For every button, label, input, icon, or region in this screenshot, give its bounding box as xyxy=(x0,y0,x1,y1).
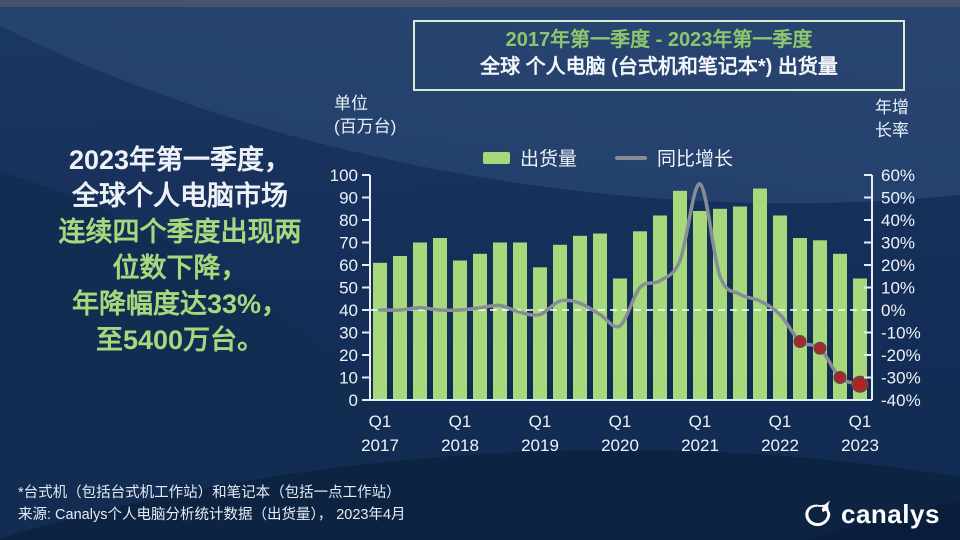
canalys-logo-text: canalys xyxy=(841,499,940,529)
x-axis-year-label: 2017 xyxy=(361,436,399,455)
shipments-bar xyxy=(533,267,547,401)
right-axis-tick-label: 30% xyxy=(881,234,915,253)
shipments-bar xyxy=(793,238,807,400)
shipments-bar xyxy=(493,242,507,400)
left-axis-tick-label: 70 xyxy=(339,234,358,253)
shipments-bar xyxy=(593,233,607,400)
x-axis-year-label: 2021 xyxy=(681,436,719,455)
right-axis-tick-label: 0% xyxy=(881,301,906,320)
left-axis-title-line: (百万台) xyxy=(334,117,397,136)
right-axis-tick-label: -20% xyxy=(881,346,921,365)
growth-decline-marker xyxy=(851,375,869,393)
shipments-legend-label: 出货量 xyxy=(520,149,578,170)
shipments-bar xyxy=(393,256,407,400)
shipments-legend-swatch xyxy=(483,151,510,164)
left-axis-title-line: 单位 xyxy=(334,94,368,113)
headline-line: 全球个人电脑市场 xyxy=(72,181,288,211)
right-axis-tick-label: 40% xyxy=(881,211,915,230)
shipments-bar xyxy=(373,262,387,401)
right-axis-tick-label: 20% xyxy=(881,256,915,275)
right-axis-title-line: 年增 xyxy=(875,98,909,117)
growth-decline-marker xyxy=(793,335,807,348)
footnotes: *台式机（包括台式机工作站）和笔记本（包括一点工作站） 来源: Canalys个… xyxy=(18,483,406,526)
top-edge-strip xyxy=(0,0,960,7)
left-axis-tick-label: 20 xyxy=(339,346,358,365)
shipments-bar xyxy=(693,211,707,400)
left-axis-tick-label: 50 xyxy=(339,279,358,298)
x-axis-year-label: 2019 xyxy=(521,436,559,455)
x-axis-year-label: 2018 xyxy=(441,436,479,455)
chart-canvas: 0 10 20 30 40 50 60 70 80 90 100 -40% -30% -20% -10% 0%… xyxy=(330,166,921,455)
headline-line: 年降幅度达33%， xyxy=(71,289,289,319)
x-axis-quarter-label: Q1 xyxy=(769,412,792,431)
left-axis-tick-label: 10 xyxy=(339,369,358,388)
headline-line: 位数下降， xyxy=(112,253,248,283)
x-axis-year-label: 2020 xyxy=(601,436,639,455)
shipments-bar xyxy=(653,215,667,400)
x-axis-year-label: 2023 xyxy=(841,436,879,455)
shipments-bar xyxy=(733,206,747,400)
shipments-bar xyxy=(433,238,447,400)
shipments-bar xyxy=(833,253,847,401)
shipments-bar xyxy=(633,231,647,401)
right-axis-title: 年增 长率 xyxy=(875,96,909,142)
x-axis-quarter-label: Q1 xyxy=(369,412,392,431)
shipments-growth-chart: 0 10 20 30 40 50 60 70 80 90 100 -40% -30% -20% -10% 0%… xyxy=(330,95,960,465)
chart-title-box: 2017年第一季度 - 2023年第一季度 全球 个人电脑 (台式机和笔记本*)… xyxy=(413,20,905,91)
footnote-definition: *台式机（包括台式机工作站）和笔记本（包括一点工作站） xyxy=(18,485,401,501)
left-axis-tick-label: 90 xyxy=(339,189,358,208)
x-axis-quarter-label: Q1 xyxy=(849,412,872,431)
x-axis-quarter-label: Q1 xyxy=(689,412,712,431)
chart-subtitle: 2017年第一季度 - 2023年第一季度 xyxy=(505,29,813,51)
canalys-logo-icon xyxy=(805,500,831,527)
shipments-bar xyxy=(513,242,527,400)
footnote-source: 来源: Canalys个人电脑分析统计数据（出货量）， 2023年4月 xyxy=(18,506,406,523)
headline-line: 连续四个季度出现两 xyxy=(58,217,302,247)
chart-title: 全球 个人电脑 (台式机和笔记本*) 出货量 xyxy=(480,56,838,78)
growth-legend-label: 同比增长 xyxy=(657,149,734,170)
left-axis-tick-label: 30 xyxy=(339,324,358,343)
shipments-bar xyxy=(453,260,467,400)
left-axis-title: 单位 (百万台) xyxy=(334,92,396,138)
shipments-bar xyxy=(473,253,487,401)
right-axis-title-line: 长率 xyxy=(875,121,909,140)
chart-legend: 出货量 同比增长 xyxy=(483,144,733,171)
left-axis-tick-label: 60 xyxy=(339,256,358,275)
headline-message: 2023年第一季度， 全球个人电脑市场 连续四个季度出现两 位数下降， 年降幅度… xyxy=(8,142,352,358)
x-axis-quarter-label: Q1 xyxy=(529,412,552,431)
shipments-bar xyxy=(613,278,627,400)
headline-line: 2023年第一季度， xyxy=(68,145,292,175)
x-axis-year-label: 2022 xyxy=(761,436,799,455)
left-axis-tick-label: 40 xyxy=(339,301,358,320)
right-axis-tick-label: -40% xyxy=(881,391,921,410)
growth-line xyxy=(378,182,862,387)
right-axis-tick-label: -10% xyxy=(881,324,921,343)
right-axis-tick-label: 50% xyxy=(881,189,915,208)
right-axis-tick-label: -30% xyxy=(881,369,921,388)
headline-line: 至5400万台。 xyxy=(95,325,265,355)
shipments-bar xyxy=(813,240,827,401)
canalys-logo: canalys xyxy=(803,499,940,530)
right-axis-tick-label: 10% xyxy=(881,279,915,298)
growth-legend-swatch xyxy=(615,155,648,160)
shipments-bar xyxy=(753,188,767,400)
x-axis-quarter-label: Q1 xyxy=(609,412,632,431)
left-axis-tick-label: 80 xyxy=(339,211,358,230)
x-axis-quarter-label: Q1 xyxy=(449,412,472,431)
right-axis-tick-label: 60% xyxy=(881,166,915,185)
shipments-bar xyxy=(553,244,567,401)
left-axis-tick-label: 0 xyxy=(349,391,358,410)
shipments-bar xyxy=(413,242,427,400)
shipments-bar xyxy=(853,278,867,400)
growth-decline-marker xyxy=(813,341,827,355)
shipments-bar xyxy=(773,215,787,400)
shipments-bar xyxy=(573,235,587,401)
shipments-bar xyxy=(713,208,727,401)
shipments-bar xyxy=(673,190,687,401)
left-axis-tick-label: 100 xyxy=(330,166,358,185)
growth-decline-marker xyxy=(833,371,847,384)
